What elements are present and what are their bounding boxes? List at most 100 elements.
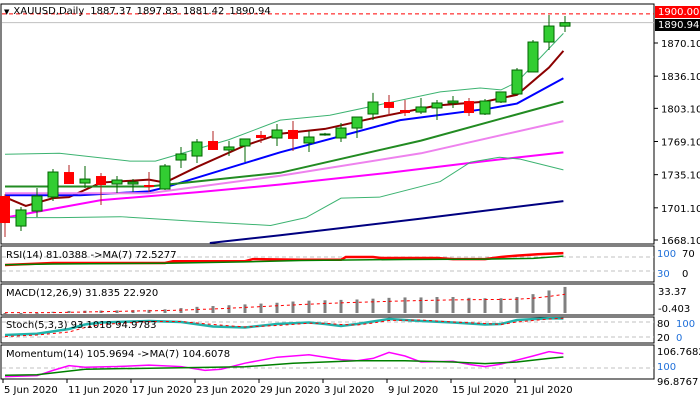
ma-magenta <box>4 151 564 219</box>
bearish-candle <box>288 129 298 139</box>
date-tick-label: 9 Jul 2020 <box>388 385 438 396</box>
stoch-signal-line <box>4 317 564 337</box>
alert-price-label: 1900.00 <box>658 7 699 18</box>
bullish-candle <box>111 179 123 185</box>
macd-histogram-bar <box>243 304 247 313</box>
bullish-candle <box>527 41 539 73</box>
macd-histogram-bar <box>3 313 7 314</box>
bullish-candle <box>543 25 555 43</box>
ohlc-low: 1881.42 <box>183 6 224 17</box>
macd-histogram-bar <box>275 302 279 313</box>
price-tick-label: 1769.10 <box>661 137 700 148</box>
bullish-candle <box>31 195 43 212</box>
price-tick-label: 1836.10 <box>661 72 700 83</box>
macd-histogram-bar <box>115 310 119 313</box>
stoch-axis-20: 20 <box>657 333 670 344</box>
momentum-axis-min: 96.8767 <box>657 377 698 388</box>
rsi-title: RSI(14) 81.0388 ->MA(7) 72.5277 <box>6 250 177 261</box>
macd-histogram-bar <box>147 309 151 313</box>
macd-axis-max: 33.37 <box>658 287 687 298</box>
rsi-axis-30: 30 <box>657 269 670 280</box>
bearish-candle <box>96 176 106 185</box>
rsi-axis-70: 70 <box>682 249 695 260</box>
bollinger-lower <box>5 156 564 226</box>
bearish-candle <box>256 134 266 138</box>
bearish-candle <box>0 196 10 224</box>
stoch-panel[interactable] <box>0 316 655 344</box>
bullish-candle <box>559 22 571 27</box>
momentum-axis-100: 100 <box>657 362 676 373</box>
stoch-axis-80: 80 <box>657 319 670 330</box>
momentum-title: Momentum(14) 105.9694 ->MA(7) 104.6078 <box>6 349 230 360</box>
momentum-axis-max: 106.7682 <box>657 347 700 358</box>
stoch-axis-100: 100 <box>676 319 695 330</box>
bullish-candle <box>319 133 331 136</box>
ohlc-high: 1897.83 <box>137 6 178 17</box>
bullish-candle <box>447 100 459 104</box>
date-tick-label: 5 Jun 2020 <box>4 385 58 396</box>
macd-histogram-bar <box>19 313 23 314</box>
macd-histogram-bar <box>435 297 439 313</box>
date-tick-label: 23 Jun 2020 <box>196 385 256 396</box>
bullish-candle <box>79 178 91 184</box>
macd-histogram-bar <box>563 286 567 313</box>
momentum-line-ma <box>4 356 564 376</box>
macd-histogram-bar <box>403 297 407 313</box>
bullish-candle <box>159 165 171 190</box>
macd-histogram-bar <box>387 297 391 313</box>
bearish-candle <box>208 141 218 150</box>
bullish-candle <box>191 141 203 157</box>
bearish-candle <box>400 109 410 114</box>
main-price-panel[interactable] <box>0 3 655 245</box>
bullish-candle <box>367 101 379 115</box>
macd-histogram-bar <box>451 297 455 313</box>
macd-panel[interactable] <box>0 283 655 316</box>
rsi-axis-0: 0 <box>682 269 688 280</box>
bullish-candle <box>303 136 315 144</box>
bullish-candle <box>271 129 283 139</box>
momentum-panel[interactable] <box>0 344 655 380</box>
price-tick-label: 1735.10 <box>661 171 700 182</box>
macd-title: MACD(12,26,9) 31.835 22.920 <box>6 288 158 299</box>
macd-histogram-bar <box>483 298 487 313</box>
date-tick-label: 17 Jun 2020 <box>132 385 192 396</box>
bearish-candle <box>384 102 394 108</box>
axes: 1870.10 1836.10 1803.10 1769.10 1735.10 1701.… <box>2 39 700 396</box>
momentum-line-momentum <box>4 350 564 378</box>
bollinger-upper <box>4 33 564 162</box>
alert-price-tag <box>655 6 700 18</box>
date-tick-label: 15 Jul 2020 <box>452 385 509 396</box>
price-tick-label: 1668.10 <box>661 236 700 247</box>
bearish-candle <box>464 101 474 114</box>
macd-histogram-bar <box>419 297 423 313</box>
symbol-label: XAUUSD,Daily <box>13 6 84 17</box>
rsi-panel[interactable] <box>0 245 655 283</box>
macd-histogram-bar <box>499 298 503 313</box>
macd-histogram-bar <box>323 300 327 313</box>
stoch-axis-0: 0 <box>676 333 682 344</box>
bullish-candle <box>127 181 139 185</box>
date-tick-label: 29 Jun 2020 <box>260 385 320 396</box>
macd-histogram-bar <box>307 300 311 313</box>
ohlc-open: 1887.37 <box>90 6 131 17</box>
bullish-candle <box>511 69 523 95</box>
rsi-line-ma <box>4 255 564 266</box>
bullish-candle <box>495 91 507 103</box>
rsi-line-rsi <box>4 251 564 267</box>
bullish-candle <box>431 102 443 109</box>
bullish-candle <box>223 146 235 151</box>
collapse-arrow-icon[interactable]: ▼ <box>4 8 10 16</box>
indicator-series <box>2 251 654 378</box>
bullish-candle <box>335 127 347 139</box>
bid-price-label: 1890.94 <box>658 20 699 31</box>
date-tick-label: 21 Jul 2020 <box>516 385 573 396</box>
bullish-candle <box>239 138 251 147</box>
stoch-title: Stoch(5,3,3) 93.1018 94.9783 <box>6 320 157 331</box>
macd-histogram-bar <box>355 299 359 313</box>
rsi-axis-100: 100 <box>657 249 676 260</box>
bearish-candle <box>144 184 154 188</box>
macd-histogram-bar <box>291 301 295 313</box>
bullish-candle <box>15 209 27 227</box>
macd-axis-min: -0.403 <box>658 304 690 315</box>
